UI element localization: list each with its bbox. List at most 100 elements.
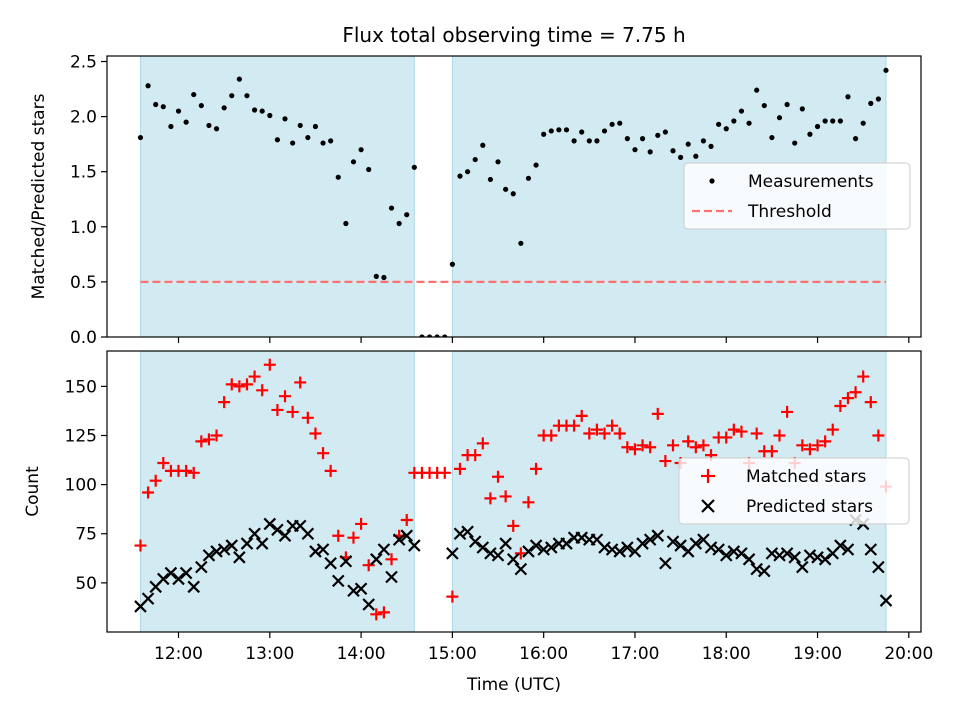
- x-tick-label: 16:00: [519, 644, 568, 664]
- predicted-star-point: [225, 539, 239, 552]
- measurement-point: [244, 93, 250, 99]
- predicted-star-point: [803, 549, 817, 562]
- measurement-point: [571, 138, 577, 144]
- y-tick-label: 100: [65, 476, 97, 496]
- measurement-point: [328, 138, 334, 144]
- measurement-point: [754, 87, 760, 93]
- predicted-star-point: [735, 547, 748, 560]
- legend-label-matched: Matched stars: [746, 467, 866, 487]
- measurement-point: [191, 91, 197, 98]
- predicted-star-point: [758, 564, 771, 578]
- measurement-point: [830, 118, 836, 124]
- matched-star-point: [826, 423, 839, 436]
- measurement-point: [373, 273, 379, 279]
- predicted-star-point: [719, 549, 733, 562]
- predicted-star-point: [339, 554, 353, 568]
- measurement-point: [624, 136, 630, 142]
- predicted-star-point: [187, 580, 201, 594]
- measurement-point: [480, 142, 486, 148]
- measurement-point: [510, 191, 516, 197]
- measurement-point: [487, 176, 494, 183]
- predicted-star-point: [400, 529, 414, 542]
- matched-star-point: [187, 466, 200, 479]
- y-tick-label: 0.0: [70, 328, 97, 348]
- measurement-point: [579, 129, 585, 135]
- measurement-point: [381, 274, 387, 281]
- predicted-star-point: [598, 541, 611, 554]
- predicted-star-point: [157, 572, 170, 586]
- measurement-point: [145, 83, 151, 89]
- matched-star-point: [149, 474, 162, 487]
- y-tick-label: 125: [65, 426, 97, 446]
- measurement-point: [274, 137, 281, 143]
- matched-star-point: [271, 403, 284, 416]
- measurement-point: [837, 118, 843, 124]
- matched-star-point: [301, 411, 314, 424]
- measurement-point: [693, 153, 699, 159]
- measurement-point: [617, 120, 623, 126]
- matched-star-point: [773, 429, 786, 442]
- predicted-star-point: [727, 545, 741, 558]
- measurement-point: [700, 138, 707, 144]
- legend-marker-matched: [701, 469, 715, 483]
- measurement-point: [609, 121, 615, 127]
- measurement-point: [784, 101, 790, 108]
- measurement-point: [168, 123, 174, 130]
- measurement-point: [396, 220, 402, 227]
- predicted-star-point: [796, 560, 809, 574]
- measurement-point: [822, 118, 828, 124]
- panel-bottom: 50 75 100 125 150 12:00 13:00 14:00 15:00 16:00 1…: [23, 350, 933, 664]
- predicted-star-point: [780, 547, 794, 560]
- predicted-star-point: [278, 529, 292, 542]
- measurement-point: [852, 136, 859, 142]
- predicted-star-point: [560, 537, 573, 550]
- matched-star-point: [476, 437, 489, 450]
- matched-star-point: [347, 531, 360, 544]
- matched-star-point: [400, 513, 413, 526]
- predicted-star-point: [514, 562, 528, 576]
- matched-star-point: [864, 396, 877, 409]
- measurement-point: [731, 118, 737, 124]
- matched-star-point: [507, 519, 520, 532]
- measurement-point: [426, 334, 433, 337]
- panel-top: 0.0 0.5 1.0 1.5 2.0 2.5 Matched/Predicted sta…: [29, 53, 922, 348]
- x-tick-label: 20:00: [884, 644, 933, 664]
- predicted-star-point: [841, 543, 855, 556]
- measurement-point: [495, 159, 501, 165]
- matched-star-point: [499, 490, 512, 503]
- predicted-star-point: [172, 572, 185, 586]
- matched-star-point: [568, 419, 581, 432]
- predicted-star-point: [362, 598, 375, 611]
- measurement-point: [229, 93, 235, 99]
- bottom-axes-frame: [106, 350, 922, 633]
- predicted-star-point: [309, 545, 322, 558]
- matched-star-point: [263, 358, 276, 371]
- predicted-star-point: [179, 566, 193, 580]
- measurement-point: [670, 148, 676, 154]
- measurement-point: [875, 96, 881, 102]
- matched-star-point: [682, 435, 695, 448]
- measurement-point: [845, 94, 851, 100]
- predicted-star-point: [621, 541, 634, 554]
- matched-star-point: [849, 386, 862, 399]
- predicted-star-point: [879, 594, 893, 607]
- matched-star-point: [202, 433, 215, 446]
- predicted-star-point: [522, 545, 535, 558]
- observing-window-1: [139, 351, 415, 632]
- measurement-point: [206, 122, 212, 129]
- predicted-star-point: [659, 556, 672, 570]
- y-tick-label: 50: [75, 574, 97, 594]
- matched-star-point: [735, 425, 748, 438]
- predicted-star-point: [240, 537, 254, 550]
- observing-window-1: [139, 56, 415, 337]
- measurement-point: [236, 76, 242, 82]
- measurement-point: [343, 220, 349, 227]
- predicted-star-point: [613, 545, 627, 558]
- x-tick-label: 15:00: [428, 644, 477, 664]
- measurement-point: [312, 123, 319, 130]
- measurement-point: [563, 127, 570, 133]
- measurement-point: [647, 149, 653, 155]
- measurement-point: [464, 169, 471, 175]
- matched-star-point: [157, 457, 170, 470]
